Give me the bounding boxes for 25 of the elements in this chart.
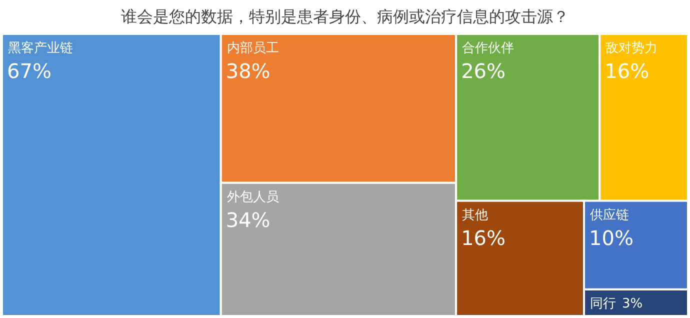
cell: 内部员工 38% [220,33,458,184]
text: 谁会是您的数据，特别是患者身份、病例或治疗信息的攻击源？ [121,7,569,26]
data-label: 34% [226,208,270,232]
category-label: 同行 [590,296,616,312]
data-label: 10% [589,226,634,250]
cell: 外包人员 34% [220,182,458,317]
category-label: 合作伙伴 [462,41,514,56]
category-label: 敌对势力 [606,41,658,56]
cell: 合作伙伴 26% [455,33,601,202]
category-label: 外包人员 [226,190,279,205]
cell: 同行 3% [583,288,689,317]
data-label: 3% [622,296,643,312]
data-label: 16% [604,59,650,83]
category-label: 供应链 [590,206,630,223]
data-label: 26% [461,59,506,83]
data-label: 38% [226,59,270,83]
data-label: 16% [461,226,506,250]
cell: 黑客产业链 67% [1,33,222,317]
cell: 其他 16% [455,200,586,317]
cell: 供应链 10% [583,200,689,290]
category-label: 黑客产业链 [8,40,73,56]
category-label: 内部员工 [226,41,279,56]
category-label: 其他 [462,208,488,223]
data-label: 67% [7,59,52,83]
cell: 敌对势力 16% [598,33,689,202]
